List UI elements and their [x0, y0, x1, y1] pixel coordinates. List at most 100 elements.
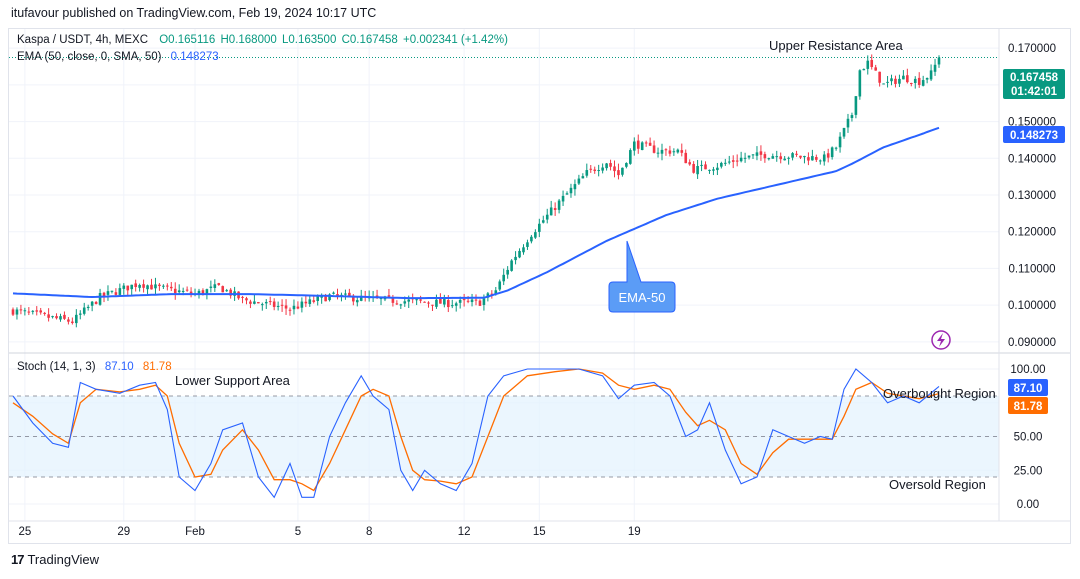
candle — [209, 280, 213, 293]
candle — [114, 288, 118, 297]
candle — [684, 149, 688, 164]
time-tick-label: 19 — [628, 526, 641, 538]
candle — [332, 291, 335, 295]
candle — [704, 161, 707, 170]
candle — [894, 75, 897, 88]
candle — [27, 307, 31, 316]
candle — [672, 148, 676, 156]
candle — [807, 152, 810, 166]
candlestick-series — [11, 54, 941, 328]
candle — [561, 190, 565, 206]
candle — [751, 154, 755, 159]
candle — [498, 279, 502, 292]
candle — [35, 306, 39, 316]
candle — [118, 283, 122, 297]
candle — [86, 304, 90, 311]
candle — [169, 282, 173, 292]
ema-callout-label: EMA-50 — [619, 290, 666, 305]
candle — [842, 127, 846, 139]
candle — [629, 148, 632, 165]
lightning-icon[interactable] — [931, 330, 951, 350]
main-legend[interactable]: Kaspa / USDT, 4h, MEXC O0.165116 H0.1680… — [17, 34, 510, 46]
candle — [312, 296, 316, 304]
candle — [510, 259, 513, 272]
candle — [249, 299, 252, 309]
candle — [225, 288, 228, 292]
candle — [933, 58, 937, 76]
price-tick-label: 0.150000 — [1008, 117, 1056, 129]
time-axis[interactable]: 25 29 Feb 5 8 12 15 19 — [18, 526, 640, 538]
candle — [925, 77, 929, 84]
candle — [328, 293, 331, 302]
candle — [549, 200, 553, 216]
candle — [23, 307, 27, 316]
time-tick-label: 8 — [366, 526, 372, 538]
candle — [862, 68, 866, 71]
candle — [534, 229, 537, 239]
candle — [514, 251, 517, 265]
candle — [716, 162, 719, 176]
candle — [759, 145, 763, 161]
candle — [787, 156, 790, 165]
candle — [724, 158, 727, 166]
candle — [874, 64, 877, 71]
candle — [150, 278, 153, 290]
candle — [846, 113, 850, 133]
candle — [431, 304, 434, 312]
candle — [767, 157, 771, 161]
candle — [522, 244, 525, 255]
candle — [94, 300, 98, 305]
stoch-legend[interactable]: Stoch (14, 1, 3) 87.10 81.78 — [17, 361, 174, 373]
candle — [625, 162, 628, 169]
candle — [55, 313, 58, 320]
candle — [613, 160, 616, 178]
candle — [688, 159, 691, 166]
candle — [775, 150, 779, 162]
candle — [454, 301, 458, 312]
oversold-label: Oversold Region — [889, 477, 986, 492]
footer-branding[interactable]: 17 TradingView — [11, 552, 99, 567]
candle — [126, 285, 130, 297]
candle — [557, 198, 561, 214]
footer-brand-label: TradingView — [27, 552, 100, 567]
candle — [815, 154, 818, 162]
candle — [355, 295, 359, 307]
candle — [15, 307, 19, 320]
candle — [237, 291, 240, 300]
candle — [189, 287, 193, 298]
candle — [134, 279, 137, 292]
ema-legend[interactable]: EMA (50, close, 0, SMA, 50) 0.148273 — [17, 51, 221, 63]
candle — [75, 309, 78, 328]
candle — [154, 277, 157, 295]
candle — [110, 290, 114, 294]
candle — [443, 294, 446, 308]
candle — [261, 302, 264, 311]
price-badge: 0.167458 01:42:01 — [1003, 69, 1065, 99]
chart-frame[interactable]: 0.1700000.1600000.1500000.1400000.130000… — [8, 28, 1071, 544]
candle — [854, 96, 858, 119]
stoch-k-line — [12, 368, 940, 499]
publication-header: itufavour published on TradingView.com, … — [11, 6, 377, 20]
chart-canvas[interactable]: 0.1700000.1600000.1500000.1400000.130000… — [9, 29, 1070, 543]
candle — [470, 293, 474, 307]
candle — [241, 295, 244, 304]
candle — [771, 153, 775, 159]
candle — [660, 143, 664, 161]
candle — [43, 311, 46, 316]
candle — [138, 283, 141, 292]
candle — [344, 289, 347, 300]
candle — [518, 248, 521, 259]
legend-high: H0.168000 — [220, 34, 277, 46]
legend-low: L0.163500 — [281, 34, 337, 46]
candle — [185, 286, 189, 292]
candle — [158, 283, 161, 291]
candle — [597, 164, 600, 177]
candle — [217, 282, 221, 286]
ema-legend-value: 0.148273 — [170, 51, 219, 63]
candle — [39, 307, 43, 315]
ema-callout[interactable]: EMA-50 — [608, 240, 676, 313]
candle — [818, 159, 822, 165]
candle — [538, 218, 541, 238]
candle — [146, 284, 149, 296]
